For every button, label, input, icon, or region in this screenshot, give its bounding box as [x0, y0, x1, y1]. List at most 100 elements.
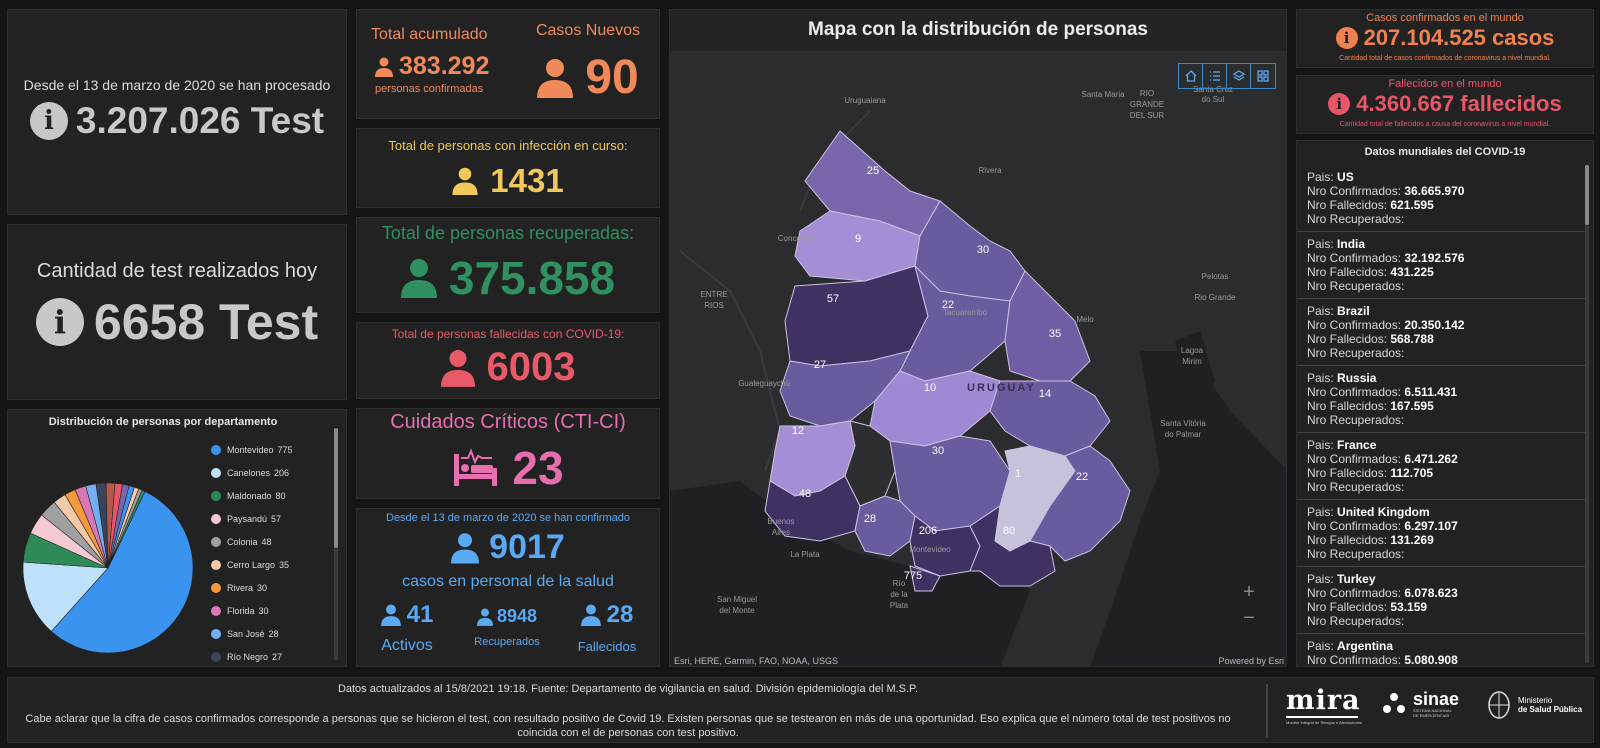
- place-label: Tacuarembó: [943, 308, 988, 317]
- legend-item[interactable]: Rivera 30: [211, 576, 326, 599]
- mira-logo[interactable]: mira Monitor Integral de Riesgos e Afect…: [1286, 685, 1363, 725]
- country-name: France: [1337, 438, 1377, 452]
- acumulado-sub: personas confirmadas: [375, 83, 484, 95]
- country-item[interactable]: Pais: India Nro Confirmados: 32.192.576 Nr…: [1297, 232, 1587, 299]
- nuevos-title: Casos Nuevos: [535, 22, 641, 39]
- country-item[interactable]: Pais: Turkey Nro Confirmados: 6.078.623 Nr…: [1297, 567, 1587, 634]
- place-label: Gualeguaychú: [738, 379, 790, 388]
- cti-title: Cuidados Críticos (CTI-CI): [390, 411, 626, 433]
- confirmed-value: 5.080.908: [1404, 653, 1458, 667]
- deceased-label: Nro Fallecidos:: [1307, 466, 1388, 480]
- recuperadas-value: 375.858: [448, 252, 616, 304]
- deceased-label: Nro Fallecidos:: [1307, 265, 1388, 279]
- pie-legend: Montevideo 775 Canelones 206 Maldonado 80 Pays…: [211, 438, 326, 666]
- country-label: Pais:: [1307, 170, 1334, 184]
- country-map-label: URUGUAY: [967, 382, 1036, 394]
- legend-item[interactable]: Maldonado 80: [211, 484, 326, 507]
- today-value: 6658 Test: [93, 294, 319, 350]
- department-count-label: 80: [1003, 525, 1015, 537]
- salud-fallecidos-label: Fallecidos: [577, 639, 637, 654]
- pie-title: Distribución de personas por departament…: [48, 416, 278, 428]
- country-label: Pais:: [1307, 572, 1334, 586]
- place-label: Santa Cruz: [1193, 85, 1233, 94]
- confirmed-value: 36.665.970: [1404, 184, 1465, 198]
- deceased-label: Nro Fallecidos:: [1307, 399, 1388, 413]
- place-label: Buenos: [767, 517, 794, 526]
- confirmed-value: 6.297.107: [1404, 519, 1458, 533]
- tests-processed-panel: Desde el 13 de marzo de 2020 se han proc…: [7, 9, 347, 215]
- confirmed-label: Nro Confirmados:: [1307, 184, 1402, 198]
- department-count-label: 12: [792, 425, 804, 437]
- person-icon: [537, 58, 574, 98]
- confirmed-label: Nro Confirmados:: [1307, 519, 1402, 533]
- map-panel: Mapa con la distribución de personas: [669, 9, 1287, 667]
- deceased-value: 621.595: [1390, 198, 1434, 212]
- legend-value: 48: [261, 536, 272, 547]
- place-label: DEL SUR: [1130, 111, 1165, 120]
- sinae-logo[interactable]: sinae SISTEMA NACIONAL DE EMERGENCIAS: [1380, 690, 1470, 718]
- country-item[interactable]: Pais: Argentina Nro Confirmados: 5.080.90…: [1297, 634, 1587, 667]
- confirmed-value: 20.350.142: [1404, 318, 1465, 332]
- department-rocha: [1029, 445, 1131, 562]
- legend-item[interactable]: Canelones 206: [211, 461, 326, 484]
- deceased-value: 131.269: [1390, 533, 1434, 547]
- department-count-label: 9: [855, 233, 861, 245]
- list-scrollbar[interactable]: [1585, 165, 1589, 663]
- place-label: RIOS: [704, 301, 724, 310]
- pie-slice[interactable]: [22, 561, 109, 632]
- deceased-label: Nro Fallecidos:: [1307, 533, 1388, 547]
- department-count-label: 22: [1076, 471, 1088, 483]
- country-item[interactable]: Pais: United Kingdom Nro Confirmados: 6.2…: [1297, 500, 1587, 567]
- legend-name: Paysandú: [227, 513, 268, 524]
- department-pie-chart: [22, 482, 194, 654]
- zoom-out-button[interactable]: −: [1243, 607, 1255, 629]
- zoom-in-button[interactable]: +: [1243, 581, 1255, 603]
- legend-item[interactable]: Montevideo 775: [211, 438, 326, 461]
- country-item[interactable]: Pais: Brazil Nro Confirmados: 20.350.142 N…: [1297, 299, 1587, 366]
- legend-value: 35: [279, 559, 290, 570]
- legend-swatch: [211, 559, 221, 570]
- confirmed-label: Nro Confirmados:: [1307, 653, 1402, 667]
- pie-slice[interactable]: [107, 489, 146, 569]
- person-icon: [476, 608, 493, 626]
- country-list[interactable]: Pais: US Nro Confirmados: 36.665.970 Nro F…: [1297, 165, 1587, 667]
- pie-slice[interactable]: [50, 491, 194, 654]
- basemap-gallery-icon[interactable]: [1251, 64, 1275, 88]
- mundo-fallecidos-value: 4.360.667 fallecidos: [1356, 91, 1562, 116]
- legend-swatch: [211, 582, 221, 593]
- acumulado-value: 383.292: [399, 52, 490, 80]
- legend-scrollbar[interactable]: [334, 428, 338, 660]
- confirmed-label: Nro Confirmados:: [1307, 452, 1402, 466]
- world-confirmed-panel: Casos confirmados en el mundo i 207.104.…: [1296, 9, 1594, 68]
- map-view[interactable]: 25 9 30 57 22 35 27 10 14 12 30 1 22 48 28 206 80 775 Uru…: [670, 51, 1286, 666]
- legend-item[interactable]: San José 28: [211, 622, 326, 645]
- mundo-fallecidos-sub: Cantidad total de fallecidos a causa del…: [1339, 121, 1551, 128]
- powered-by-esri[interactable]: Powered by Esri: [1218, 656, 1284, 666]
- nuevos-value: 90: [585, 51, 639, 104]
- mundo-confirmados-sub: Cantidad total de casos confirmados de c…: [1339, 55, 1551, 62]
- country-name: Turkey: [1337, 572, 1376, 586]
- legend-item[interactable]: Cerro Largo 35: [211, 553, 326, 576]
- legend-item[interactable]: Paysandú 57: [211, 507, 326, 530]
- legend-list-icon[interactable]: [1203, 64, 1227, 88]
- place-label: Melo: [1076, 315, 1094, 324]
- deceased-value: 568.788: [1390, 332, 1434, 346]
- fallecidas-value: 6003: [486, 345, 576, 389]
- country-item[interactable]: Pais: Russia Nro Confirmados: 6.511.431 Nr…: [1297, 366, 1587, 433]
- map-attribution: Esri, HERE, Garmin, FAO, NOAA, USGS: [674, 656, 839, 666]
- country-item[interactable]: Pais: US Nro Confirmados: 36.665.970 Nro F…: [1297, 165, 1587, 232]
- legend-item[interactable]: Florida 30: [211, 599, 326, 622]
- legend-swatch: [211, 490, 221, 501]
- layers-icon[interactable]: [1227, 64, 1251, 88]
- place-label: La Plata: [790, 550, 820, 559]
- tests-value: 3.207.026 Test: [75, 100, 325, 141]
- confirmed-label: Nro Confirmados:: [1307, 251, 1402, 265]
- country-item[interactable]: Pais: France Nro Confirmados: 6.471.262 Nr…: [1297, 433, 1587, 500]
- department-count-label: 57: [827, 293, 839, 305]
- home-icon[interactable]: [1179, 64, 1203, 88]
- legend-item[interactable]: Río Negro 27: [211, 645, 326, 666]
- country-label: Pais:: [1307, 438, 1334, 452]
- msp-logo[interactable]: Ministerio de Salud Pública: [1486, 690, 1586, 720]
- active-infection-panel: Total de personas con infección en curso…: [356, 128, 660, 208]
- legend-item[interactable]: Colonia 48: [211, 530, 326, 553]
